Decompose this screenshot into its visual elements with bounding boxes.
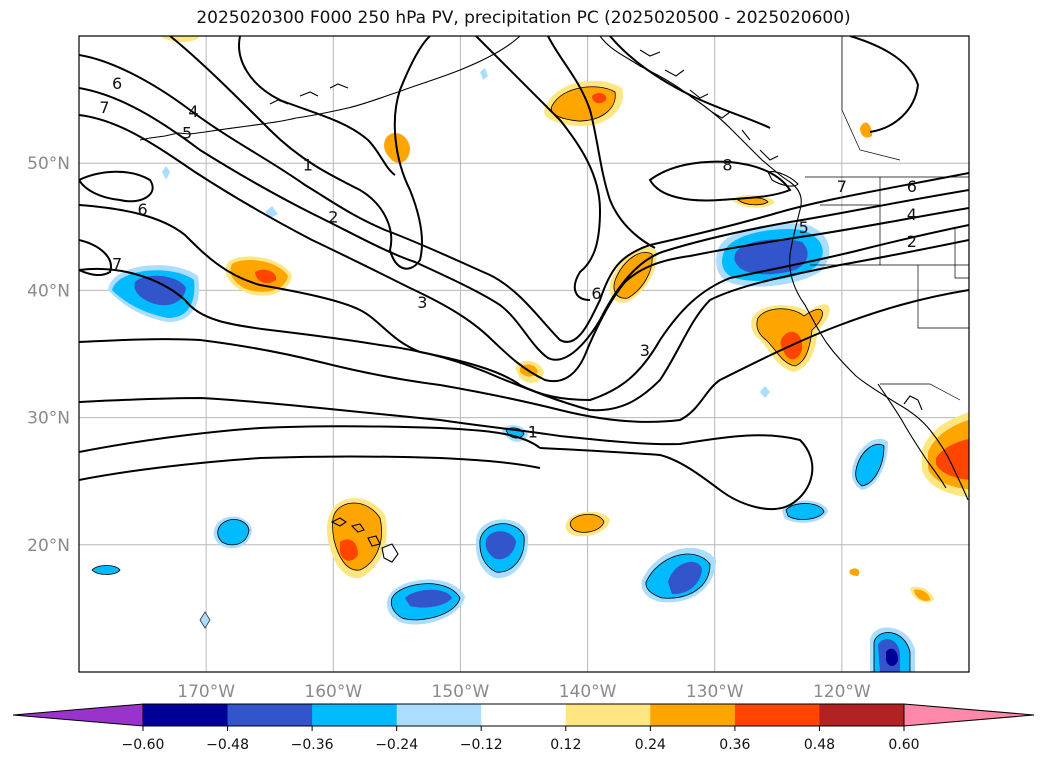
political-borders	[805, 36, 969, 401]
latitude-tick-labels: 50°N 40°N 30°N 20°N	[27, 154, 70, 556]
contour-label: 1	[528, 423, 538, 442]
colorbar-label: −0.60	[122, 737, 165, 753]
contour-label: 4	[188, 102, 198, 121]
contour-label: 7	[112, 255, 122, 274]
lat-tick-label: 40°N	[27, 281, 70, 301]
lat-tick-label: 20°N	[27, 536, 70, 556]
colorbar-label: 0.24	[635, 737, 666, 753]
figure-title: 2025020300 F000 250 hPa PV, precipitatio…	[196, 8, 851, 28]
colorbar-swatch	[819, 704, 905, 726]
colorbar-label: 0.60	[888, 737, 919, 753]
colorbar-swatch	[734, 704, 820, 726]
precipitation-anomaly-shading	[91, 36, 969, 672]
negative-anomaly-patches	[92, 68, 915, 672]
positive-anomaly-patches	[160, 36, 969, 603]
lon-tick-label: 120°W	[813, 682, 871, 702]
contour-label: 4	[907, 205, 917, 224]
contour-label: 8	[722, 155, 732, 174]
contour-label: 2	[907, 232, 917, 251]
lat-tick-label: 30°N	[27, 409, 70, 429]
colorbar-frame	[142, 703, 905, 727]
contour-label: 6	[907, 177, 917, 196]
longitude-tick-labels: 170°W 160°W 150°W 140°W 130°W 120°W	[177, 682, 871, 702]
colorbar-label: −0.36	[291, 737, 334, 753]
contour-label: 7	[99, 98, 109, 117]
lon-tick-label: 150°W	[432, 682, 490, 702]
contour-label: 6	[591, 284, 601, 303]
colorbar-label: 0.12	[550, 737, 581, 753]
lon-tick-label: 160°W	[304, 682, 362, 702]
colorbar-extend-low	[12, 703, 144, 727]
colorbar-swatch	[481, 704, 567, 726]
colorbar-swatch	[312, 704, 398, 726]
lat-tick-label: 50°N	[27, 154, 70, 174]
contour-label: 6	[112, 74, 122, 93]
lon-tick-label: 130°W	[686, 682, 744, 702]
colorbar-swatch	[650, 704, 736, 726]
contour-label: 5	[799, 218, 809, 237]
colorbar-label: 0.48	[804, 737, 835, 753]
colorbar-extend-high	[903, 703, 1035, 727]
colorbar-label: −0.24	[375, 737, 418, 753]
contour-label: 7	[837, 177, 847, 196]
colorbar: −0.60 −0.48 −0.36 −0.24 −0.12 0.12 0.24 0.36 0.4…	[12, 703, 1035, 753]
contour-label: 5	[182, 124, 192, 143]
colorbar-swatch	[227, 704, 313, 726]
lon-tick-label: 170°W	[177, 682, 235, 702]
colorbar-swatch	[396, 704, 482, 726]
contour-label: 6	[137, 200, 147, 219]
contour-label: 1	[303, 155, 313, 174]
lon-tick-label: 140°W	[559, 682, 617, 702]
contour-label: 2	[328, 208, 338, 227]
pv-contours	[79, 36, 969, 510]
colorbar-label: −0.48	[206, 737, 249, 753]
contour-label: 3	[640, 341, 650, 360]
colorbar-label: −0.12	[460, 737, 503, 753]
contour-label: 3	[417, 293, 427, 312]
colorbar-swatch	[143, 704, 229, 726]
colorbar-swatch	[565, 704, 651, 726]
map-frame	[78, 35, 970, 673]
colorbar-label: 0.36	[719, 737, 750, 753]
